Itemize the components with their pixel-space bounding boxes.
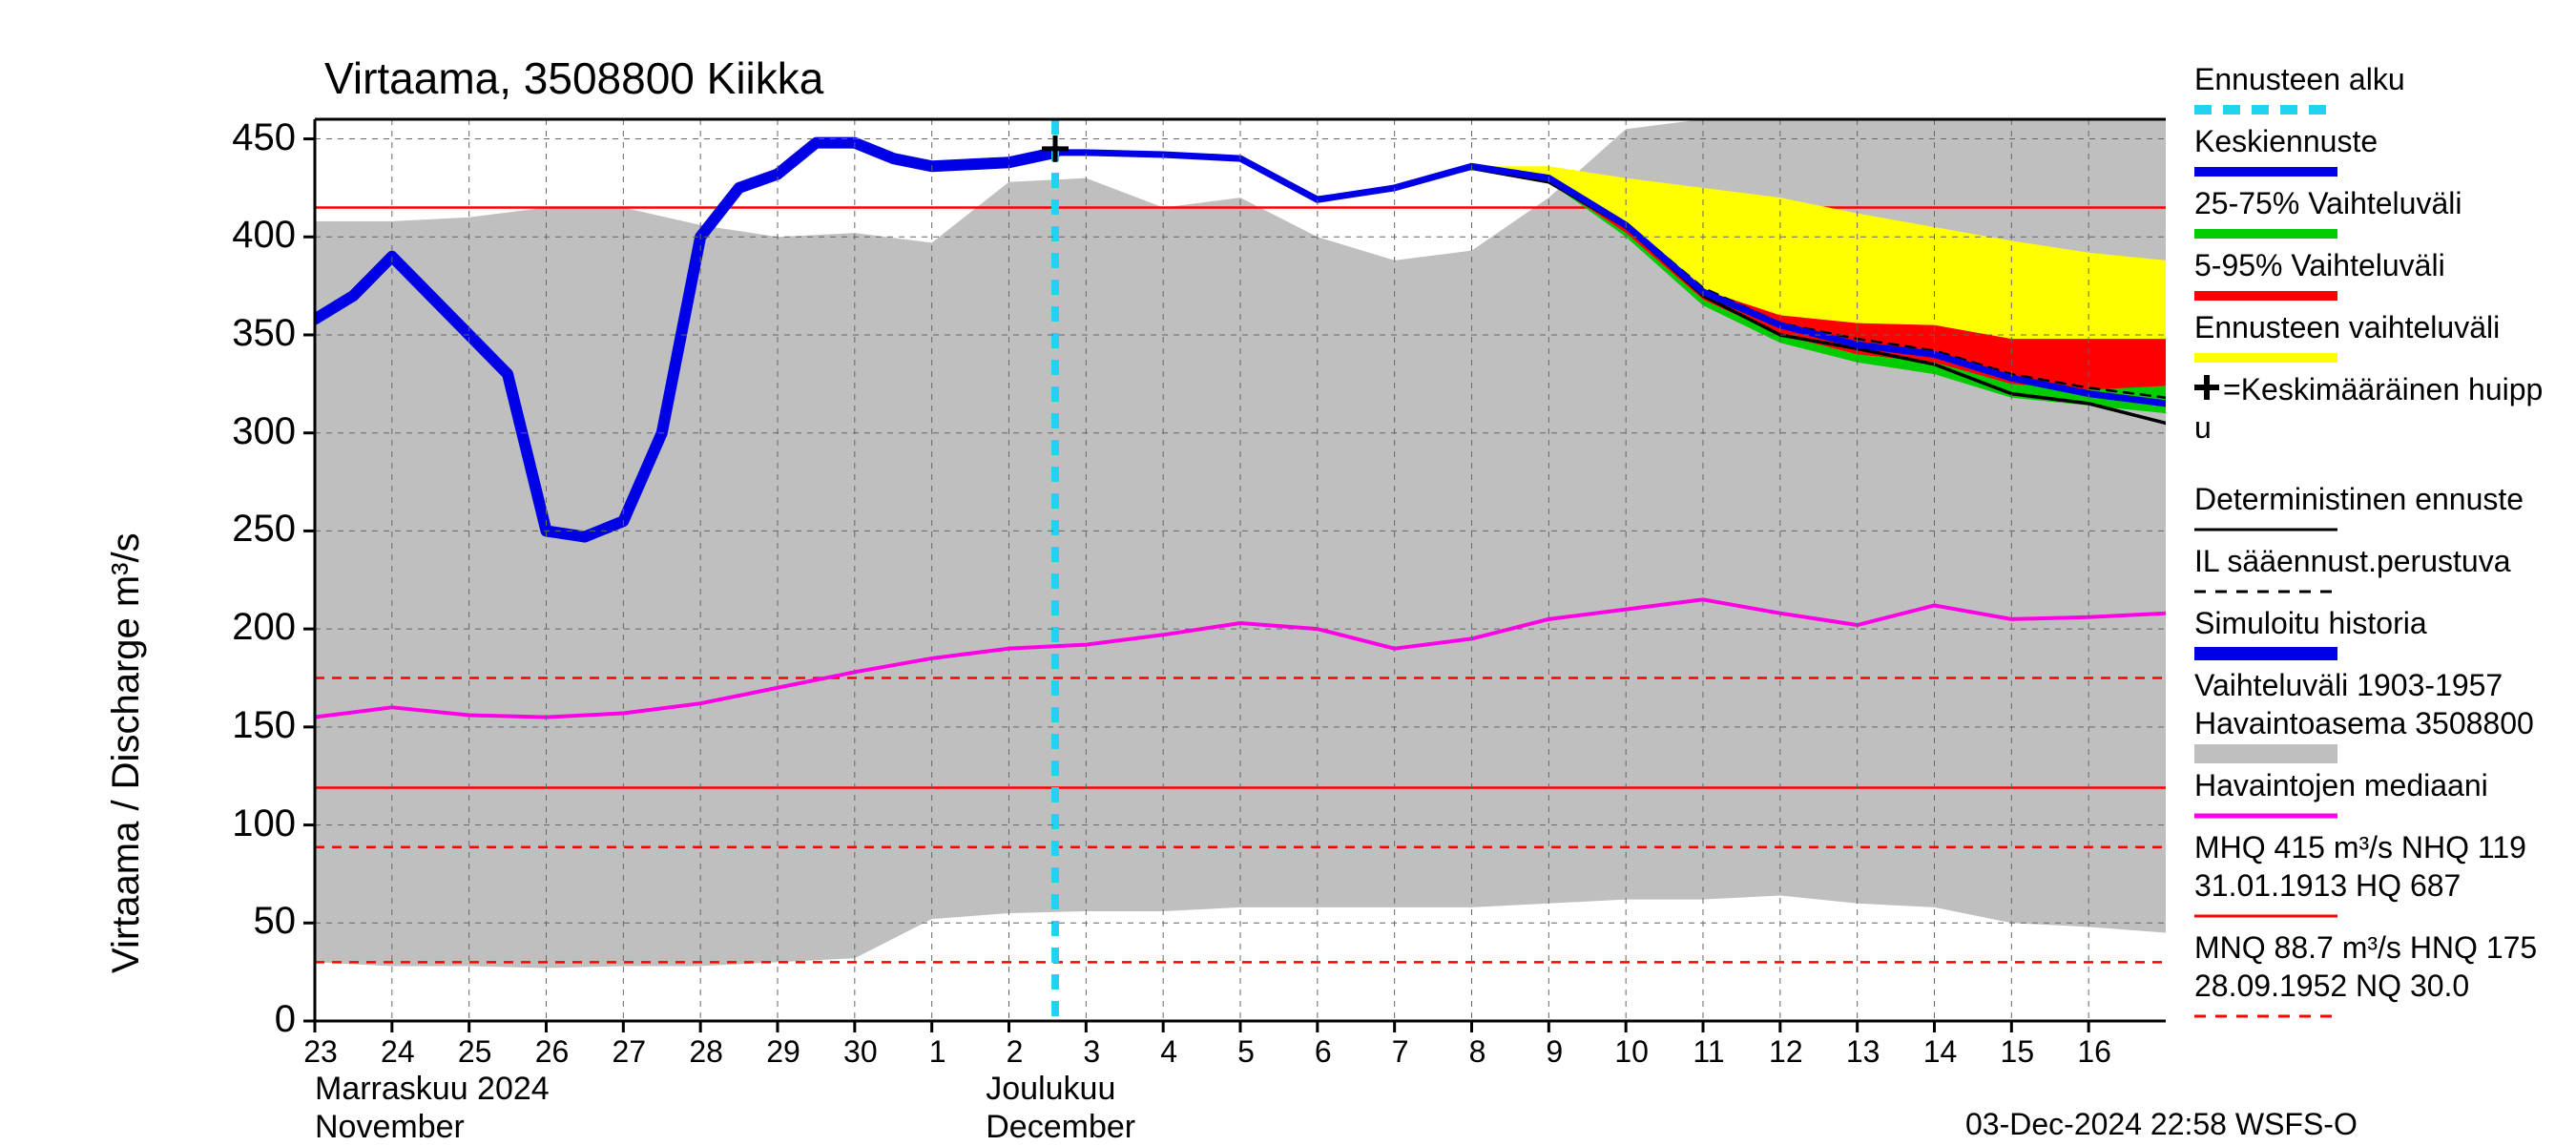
legend-label: Havaintojen mediaani	[2194, 768, 2576, 803]
xtick-label: 28	[687, 1034, 725, 1070]
xtick-label: 26	[533, 1034, 571, 1070]
chart-title: Virtaama, 3508800 Kiikka	[324, 52, 823, 104]
legend-label: MNQ 88.7 m³/s HNQ 175	[2194, 930, 2576, 966]
legend-label: =Keskimääräinen huipp	[2223, 372, 2576, 407]
legend-swatch	[2194, 578, 2337, 605]
plot-svg	[315, 119, 2166, 1021]
month-label-en: November	[315, 1109, 465, 1146]
legend-swatch	[2194, 220, 2337, 247]
xtick-label: 8	[1459, 1034, 1497, 1070]
legend-label: Vaihteluväli 1903-1957	[2194, 668, 2576, 703]
ytick-label: 200	[200, 606, 296, 649]
legend-label: 25-75% Vaihteluväli	[2194, 186, 2576, 221]
xtick-label: 16	[2075, 1034, 2113, 1070]
y-axis-label: Virtaama / Discharge m³/s	[105, 532, 148, 973]
legend-swatch	[2194, 158, 2337, 185]
legend-swatch	[2194, 96, 2337, 123]
xtick-label: 12	[1767, 1034, 1805, 1070]
month-label-fi: Marraskuu 2024	[315, 1071, 550, 1108]
legend-sublabel: 28.09.1952 NQ 30.0	[2194, 969, 2576, 1004]
ytick-label: 400	[200, 214, 296, 257]
xtick-label: 4	[1150, 1034, 1188, 1070]
legend-label: Ennusteen alku	[2194, 62, 2576, 97]
xtick-label: 23	[301, 1034, 340, 1070]
xtick-label: 25	[456, 1034, 494, 1070]
xtick-label: 3	[1072, 1034, 1111, 1070]
ytick-label: 250	[200, 508, 296, 551]
xtick-label: 15	[1998, 1034, 2036, 1070]
xtick-label: 29	[764, 1034, 802, 1070]
legend-label: 5-95% Vaihteluväli	[2194, 248, 2576, 283]
xtick-label: 30	[841, 1034, 880, 1070]
ytick-label: 50	[200, 900, 296, 943]
month-label-fi: Joulukuu	[986, 1071, 1115, 1108]
legend-swatch	[2194, 374, 2223, 401]
xtick-label: 24	[379, 1034, 417, 1070]
xtick-label: 2	[996, 1034, 1034, 1070]
ytick-label: 300	[200, 410, 296, 453]
xtick-label: 14	[1922, 1034, 1960, 1070]
ytick-label: 100	[200, 802, 296, 845]
legend-label: MHQ 415 m³/s NHQ 119	[2194, 830, 2576, 865]
xtick-label: 27	[610, 1034, 648, 1070]
ytick-label: 350	[200, 312, 296, 355]
legend-wrap: u	[2194, 410, 2576, 446]
xtick-label: 1	[919, 1034, 957, 1070]
legend-swatch	[2194, 344, 2337, 371]
legend-swatch	[2194, 1003, 2337, 1030]
xtick-label: 11	[1690, 1034, 1728, 1070]
ytick-label: 0	[200, 998, 296, 1041]
ytick-label: 150	[200, 704, 296, 747]
footer-timestamp: 03-Dec-2024 22:58 WSFS-O	[1965, 1107, 2358, 1142]
month-label-en: December	[986, 1109, 1135, 1146]
xtick-label: 6	[1304, 1034, 1342, 1070]
legend-swatch	[2194, 640, 2337, 667]
legend-label: IL sääennust.perustuva	[2194, 544, 2576, 579]
xtick-label: 5	[1227, 1034, 1265, 1070]
legend-swatch	[2194, 516, 2337, 543]
xtick-label: 9	[1535, 1034, 1573, 1070]
xtick-label: 10	[1612, 1034, 1651, 1070]
xtick-label: 7	[1381, 1034, 1420, 1070]
legend-swatch	[2194, 903, 2337, 929]
legend-label: Keskiennuste	[2194, 124, 2576, 159]
discharge-forecast-chart: Virtaama, 3508800 Kiikka Virtaama / Disc…	[0, 0, 2576, 1145]
legend-label: Deterministinen ennuste	[2194, 482, 2576, 517]
legend-label: Simuloitu historia	[2194, 606, 2576, 641]
legend-swatch	[2194, 740, 2337, 767]
xtick-label: 13	[1844, 1034, 1882, 1070]
legend-sublabel: Havaintoasema 3508800	[2194, 706, 2576, 741]
legend-sublabel: 31.01.1913 HQ 687	[2194, 868, 2576, 904]
legend-swatch	[2194, 802, 2337, 829]
legend-swatch	[2194, 282, 2337, 309]
ytick-label: 450	[200, 116, 296, 159]
legend-label: Ennusteen vaihteluväli	[2194, 310, 2576, 345]
plot-area	[315, 119, 2166, 1021]
